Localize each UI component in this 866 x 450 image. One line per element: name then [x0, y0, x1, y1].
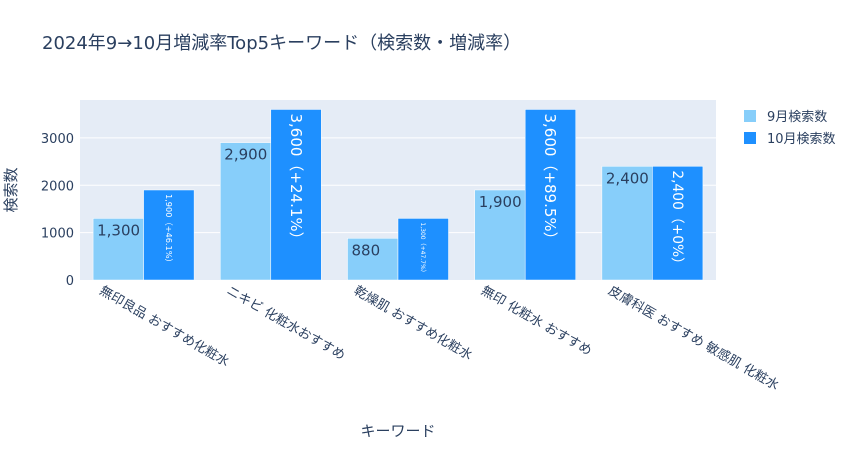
bar-oct	[143, 189, 195, 281]
x-tick-label: 無印 化粧水 おすすめ	[478, 283, 594, 359]
bar-value-label: 1,300（+47.7%）	[419, 222, 426, 275]
bar-value-label: 1,900（+46.1%）	[164, 194, 174, 267]
legend-label: 10月検索数	[767, 132, 836, 147]
bar-value-label: 880	[352, 241, 381, 259]
bar-value-label: 2,400	[606, 169, 649, 187]
y-tick-label: 0	[66, 274, 74, 289]
x-tick-label: ニキビ 化粧水おすすめ	[224, 283, 348, 363]
bars: 1,300 1,900（+46.1%） 2,900 3,600（+24.1%） 880 1…	[92, 109, 704, 281]
bar-value-label: 1,900	[479, 193, 522, 211]
y-tick-label: 1000	[41, 227, 74, 242]
legend-label: 9月検索数	[767, 110, 827, 125]
bar-sep	[92, 218, 144, 281]
bar-value-label: 2,900	[224, 146, 267, 164]
bar-value-label: 3,600（+24.1%）	[287, 113, 305, 246]
bar-oct	[524, 109, 576, 281]
bar-sep	[347, 238, 399, 281]
legend-swatch	[744, 132, 756, 144]
x-tick-label: 皮膚科医 おすすめ 敏感肌 化粧水	[605, 283, 781, 394]
legend-swatch	[744, 110, 756, 122]
y-axis-title: 検索数	[2, 167, 20, 212]
chart-title: 2024年9→10月増減率Top5キーワード（検索数・増減率）	[42, 33, 521, 54]
y-tick-label: 2000	[41, 179, 74, 194]
y-tick-label: 3000	[41, 132, 74, 147]
bar-value-label: 3,600（+89.5%）	[541, 113, 559, 246]
x-tick-label: 無印良品 おすすめ化粧水	[97, 283, 232, 370]
bar-sep	[220, 142, 272, 281]
x-axis-title: キーワード	[360, 422, 435, 440]
bar-oct	[270, 109, 322, 281]
bar-oct	[652, 166, 704, 281]
bar-value-label: 1,300	[97, 221, 140, 239]
y-axis-ticks: 0 1000 2000 3000	[41, 132, 74, 289]
bar-sep	[474, 189, 526, 281]
bar-value-label: 2,400（+0%）	[669, 170, 685, 271]
bar-oct	[397, 218, 449, 281]
bar-sep	[601, 166, 653, 281]
legend: 9月検索数 10月検索数	[744, 110, 836, 147]
x-tick-label: 乾燥肌 おすすめ化粧水	[351, 283, 475, 363]
